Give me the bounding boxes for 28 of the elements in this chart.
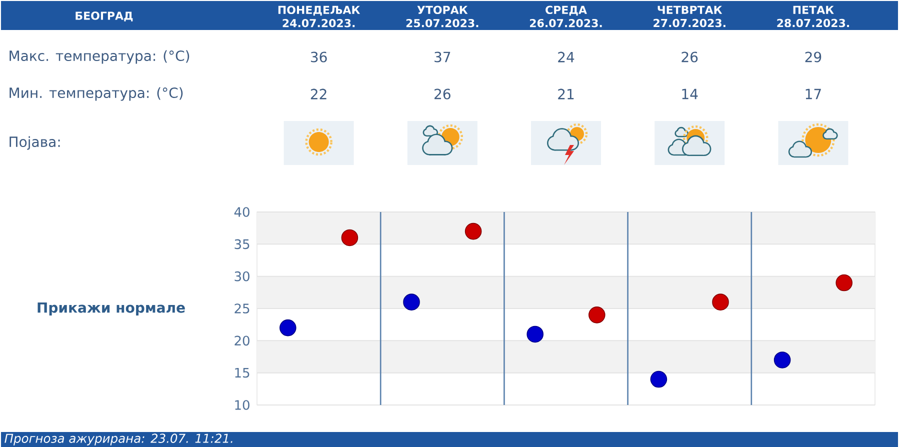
data-label: 29 [805,52,822,62]
y-tick-label: 10 [235,400,250,410]
data-label: 37 [434,52,450,62]
y-tick-label: 25 [234,304,250,314]
text: ПОНЕДЕЉАК 24.07.2023. [278,6,360,28]
text: Макс. температура: (°C) [10,50,190,64]
data-label: 14 [682,88,698,100]
data-label: 36 [310,52,327,62]
data-label: 26 [434,88,450,100]
text: ЧЕТВРТАК 27.07.2023. [654,6,726,28]
data-label: 21 [558,88,574,100]
y-tick-label: 15 [235,368,250,378]
y-tick-label: 40 [234,207,250,217]
text: УТОРАК 25.07.2023. [406,6,478,28]
y-tick-label: 35 [234,239,250,250]
data-label: 26 [682,52,698,62]
text: ПЕТАК 28.07.2023. [777,6,849,28]
text: Појава: [10,136,60,150]
text: СРЕДА 26.07.2023. [530,6,602,28]
data-label: 17 [806,88,821,100]
text: Прикажи нормале [38,302,185,316]
text: БЕОГРАД [76,12,133,22]
data-label: 22 [310,88,326,100]
y-tick-label: 30 [234,271,250,282]
y-tick-label: 20 [234,336,250,346]
data-label: 24 [558,52,574,62]
text: Прогноза ажурирана: 23.07. 11:21. [4,434,232,446]
text: Мин. температура: (°C) [10,87,183,101]
